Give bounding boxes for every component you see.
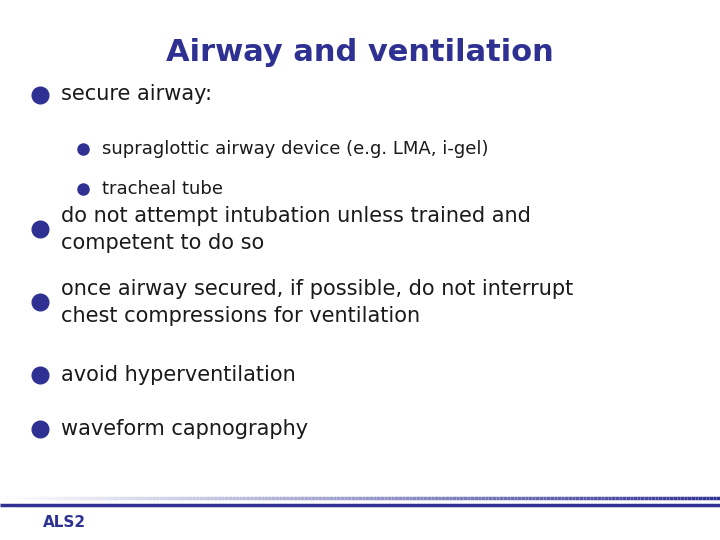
Text: secure airway:: secure airway: bbox=[61, 84, 212, 105]
Text: supraglottic airway device (e.g. LMA, i-gel): supraglottic airway device (e.g. LMA, i-… bbox=[102, 139, 489, 158]
Text: do not attempt intubation unless trained and
competent to do so: do not attempt intubation unless trained… bbox=[61, 206, 531, 253]
Text: once airway secured, if possible, do not interrupt
chest compressions for ventil: once airway secured, if possible, do not… bbox=[61, 279, 573, 326]
Text: tracheal tube: tracheal tube bbox=[102, 180, 223, 198]
Text: Airway and ventilation: Airway and ventilation bbox=[166, 38, 554, 67]
Text: waveform capnography: waveform capnography bbox=[61, 419, 308, 440]
Text: avoid hyperventilation: avoid hyperventilation bbox=[61, 365, 296, 386]
Text: ALS2: ALS2 bbox=[43, 515, 86, 530]
